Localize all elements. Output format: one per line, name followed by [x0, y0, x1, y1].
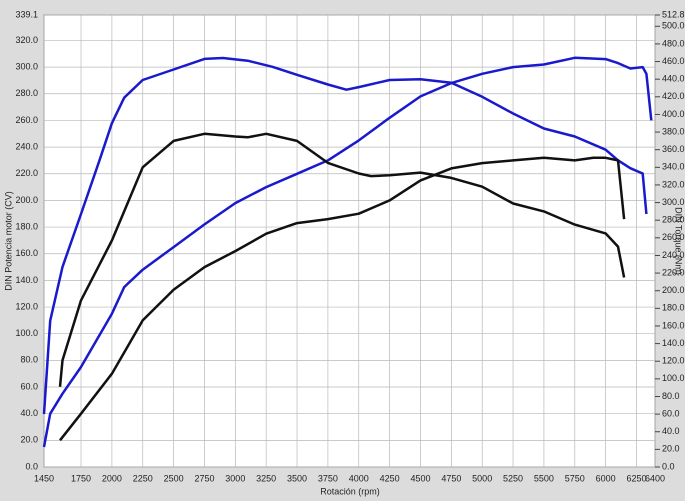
y2-tick-label: 240.0	[662, 250, 685, 260]
y-tick-label: 240.0	[15, 141, 38, 151]
curve	[59, 156, 626, 442]
x-tick-label: 3500	[287, 473, 307, 483]
x-tick-label: 3000	[225, 473, 245, 483]
y-tick-label: 100.0	[15, 328, 38, 338]
y2-tick-label: 220.0	[662, 267, 685, 277]
x-tick-label: 5000	[472, 473, 492, 483]
y2-tick-label: 420.0	[662, 91, 685, 101]
y-tick-label: 120.0	[15, 301, 38, 311]
x-tick-label: 1750	[71, 473, 91, 483]
x-tick-label: 3250	[256, 473, 276, 483]
x-tick-label: 6000	[596, 473, 616, 483]
y2-tick-label: 60.0	[662, 408, 680, 418]
y2-tick-label: 512.8	[662, 9, 685, 19]
y-tick-label: 140.0	[15, 275, 38, 285]
y2-tick-label: 280.0	[662, 215, 685, 225]
y-tick-label: 220.0	[15, 168, 38, 178]
curve	[58, 132, 626, 387]
y2-tick-label: 100.0	[662, 373, 685, 383]
x-tick-label: 1450	[34, 473, 54, 483]
x-tick-label: 2000	[102, 473, 122, 483]
y2-tick-label: 180.0	[662, 303, 685, 313]
x-tick-label: 4250	[380, 473, 400, 483]
y-tick-label: 60.0	[20, 381, 38, 391]
y-tick-label: 160.0	[15, 248, 38, 258]
y-tick-label: 339.1	[15, 9, 38, 19]
y2-tick-label: 200.0	[662, 285, 685, 295]
x-tick-label: 2750	[194, 473, 214, 483]
y-tick-label: 0.0	[25, 461, 38, 471]
x-tick-label: 4500	[410, 473, 430, 483]
y2-tick-label: 340.0	[662, 162, 685, 172]
y2-tick-label: 120.0	[662, 356, 685, 366]
y2-tick-label: 320.0	[662, 179, 685, 189]
y-tick-label: 260.0	[15, 115, 38, 125]
y2-tick-label: 460.0	[662, 56, 685, 66]
x-tick-label: 5750	[565, 473, 585, 483]
curve	[42, 56, 653, 448]
y-tick-label: 20.0	[20, 435, 38, 445]
x-tick-label: 4000	[349, 473, 369, 483]
y-tick-label: 200.0	[15, 195, 38, 205]
y2-tick-label: 80.0	[662, 391, 680, 401]
y2-tick-label: 0.0	[662, 461, 675, 471]
x-tick-label: 6250	[626, 473, 646, 483]
y-axis-label: DIN Potencia motor (CV)	[3, 191, 13, 291]
x-tick-label: 5250	[503, 473, 523, 483]
y2-tick-label: 40.0	[662, 426, 680, 436]
x-tick-label: 2500	[164, 473, 184, 483]
y-tick-label: 280.0	[15, 88, 38, 98]
y-tick-label: 40.0	[20, 408, 38, 418]
y2-tick-label: 260.0	[662, 232, 685, 242]
x-axis-label: Rotación (rpm)	[320, 486, 380, 496]
x-tick-label: 5500	[534, 473, 554, 483]
y2-tick-label: 500.0	[662, 21, 685, 31]
y2-tick-label: 20.0	[662, 444, 680, 454]
y-tick-label: 320.0	[15, 35, 38, 45]
x-tick-label: 2250	[133, 473, 153, 483]
x-tick-label: 4750	[441, 473, 461, 483]
y-tick-label: 180.0	[15, 221, 38, 231]
y2-tick-label: 360.0	[662, 144, 685, 154]
plot-area	[43, 14, 656, 468]
y2-axis-label: DIN Torque (Nm)	[674, 207, 684, 275]
y2-tick-label: 400.0	[662, 109, 685, 119]
x-tick-label: 6400	[645, 473, 665, 483]
y2-tick-label: 380.0	[662, 126, 685, 136]
y-tick-label: 300.0	[15, 61, 38, 71]
x-tick-label: 3750	[318, 473, 338, 483]
y2-tick-label: 160.0	[662, 320, 685, 330]
y2-tick-label: 480.0	[662, 38, 685, 48]
y-tick-label: 80.0	[20, 355, 38, 365]
y2-tick-label: 440.0	[662, 74, 685, 84]
y2-tick-label: 300.0	[662, 197, 685, 207]
y2-tick-label: 140.0	[662, 338, 685, 348]
curve	[42, 56, 648, 415]
